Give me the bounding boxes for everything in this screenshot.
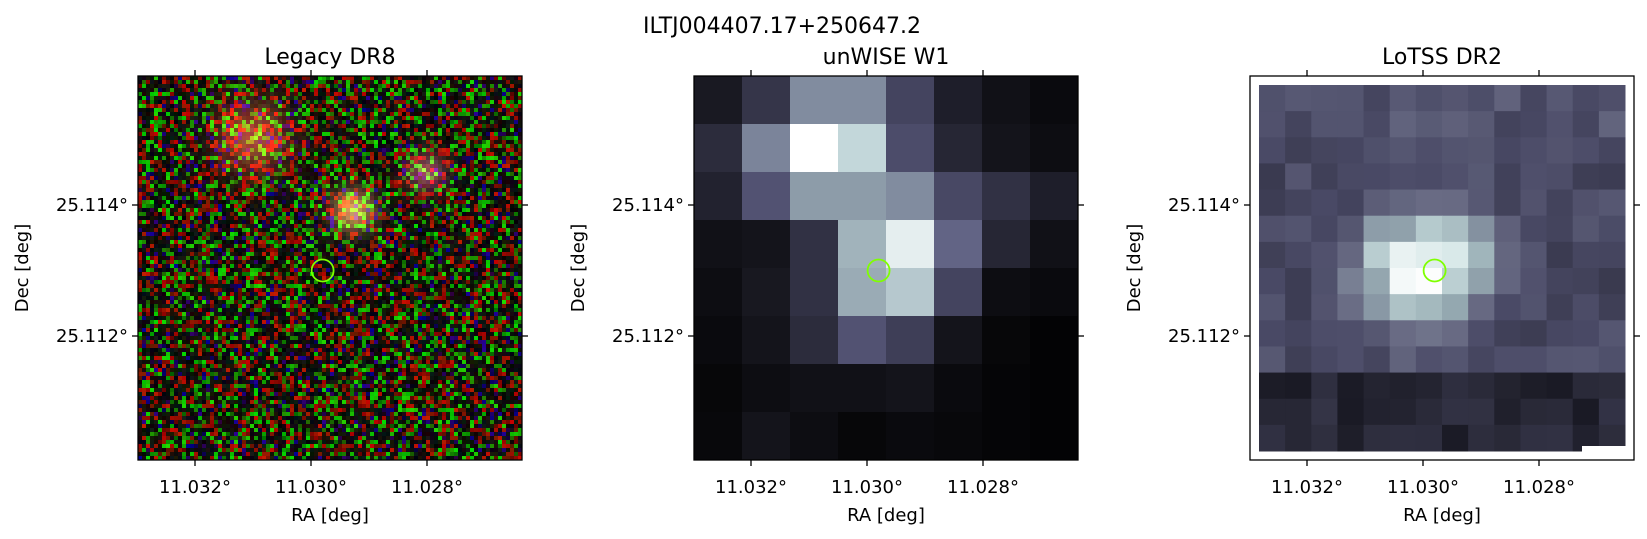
x-tick-label: 11.032° bbox=[159, 477, 231, 498]
panel-unwise-w1: unWISE W1 11.032° 11.030° 11.028° 25.114° 25… bbox=[568, 45, 1084, 526]
y-tick-label: 25.112° bbox=[56, 326, 128, 347]
x-tick-label: 11.030° bbox=[275, 477, 347, 498]
panel-title: Legacy DR8 bbox=[264, 45, 395, 70]
y-axis-label: Dec [deg] bbox=[568, 224, 589, 313]
image-area bbox=[138, 76, 523, 461]
panel-lotss-dr2: LoTSS DR2 11.032° 11.030° 11.028° 25.114° 25… bbox=[1124, 45, 1640, 526]
x-tick-label: 11.032° bbox=[1271, 477, 1343, 498]
panel-title: LoTSS DR2 bbox=[1382, 45, 1502, 70]
source-marker bbox=[310, 258, 335, 283]
y-tick-label: 25.114° bbox=[1168, 195, 1240, 216]
x-tick-label: 11.028° bbox=[1503, 477, 1575, 498]
ticks: 11.032° 11.030° 11.028° 25.114° 25.112° bbox=[612, 70, 1084, 498]
y-tick-label: 25.112° bbox=[1168, 326, 1240, 347]
figure-title: ILTJ004407.17+250647.2 bbox=[643, 14, 921, 39]
x-tick-label: 11.032° bbox=[715, 477, 787, 498]
panel-title: unWISE W1 bbox=[823, 45, 950, 70]
y-axis-label: Dec [deg] bbox=[1124, 224, 1145, 313]
ticks: 11.032° 11.030° 11.028° 25.114° 25.112° bbox=[1168, 70, 1640, 498]
x-tick-label: 11.030° bbox=[1387, 477, 1459, 498]
ticks: 11.032° 11.030° 11.028° 25.114° 25.112° bbox=[56, 70, 528, 498]
x-tick-label: 11.030° bbox=[831, 477, 903, 498]
y-tick-label: 25.114° bbox=[56, 195, 128, 216]
axes-frame bbox=[1249, 75, 1635, 461]
y-axis-label: Dec [deg] bbox=[12, 224, 33, 313]
y-tick-label: 25.112° bbox=[612, 326, 684, 347]
source-marker bbox=[866, 258, 891, 283]
y-tick-label: 25.114° bbox=[612, 195, 684, 216]
x-tick-label: 11.028° bbox=[391, 477, 463, 498]
panel-legacy-dr8: Legacy DR8 11.032° 11.030° 11.028° 25.114° 2… bbox=[12, 45, 528, 526]
axes-frame bbox=[693, 75, 1079, 461]
source-marker bbox=[1422, 258, 1447, 283]
image-area bbox=[694, 76, 1079, 461]
image-area bbox=[1250, 76, 1634, 460]
axes-frame bbox=[137, 75, 523, 461]
x-tick-label: 11.028° bbox=[947, 477, 1019, 498]
x-axis-label: RA [deg] bbox=[847, 505, 925, 526]
x-axis-label: RA [deg] bbox=[1403, 505, 1481, 526]
x-axis-label: RA [deg] bbox=[291, 505, 369, 526]
